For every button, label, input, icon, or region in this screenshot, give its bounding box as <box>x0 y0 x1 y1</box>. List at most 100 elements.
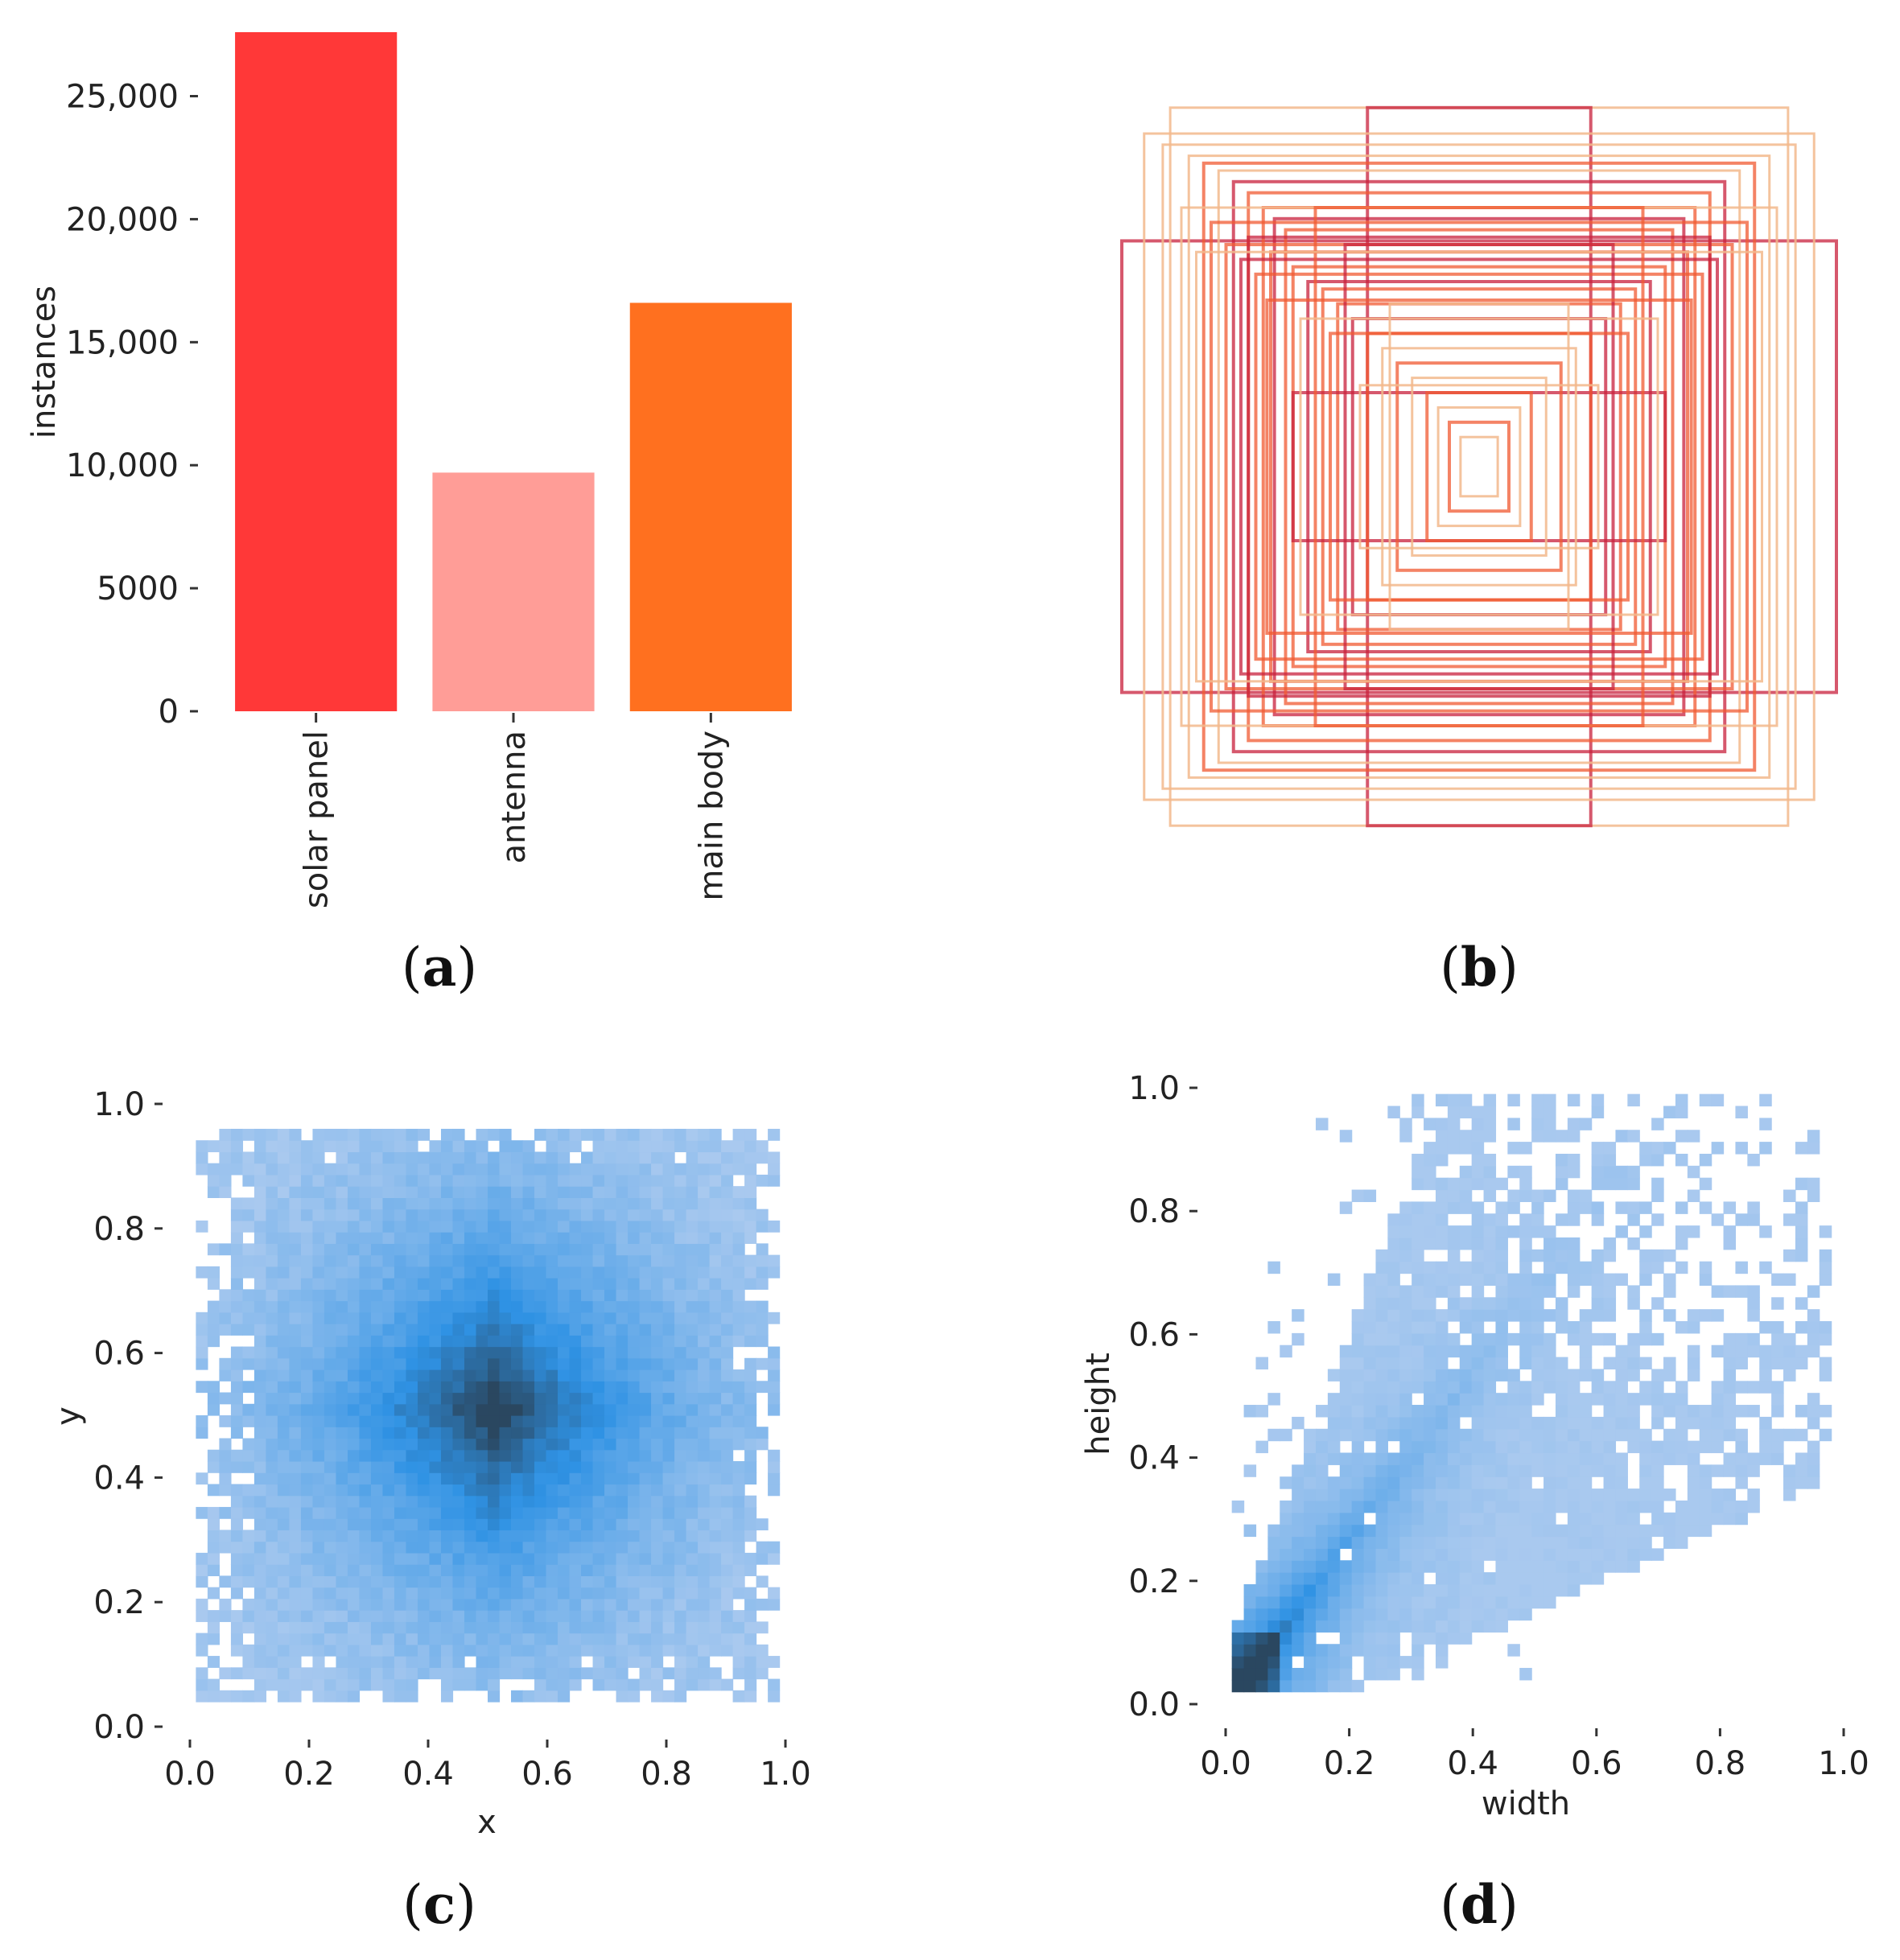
c-cell <box>534 1541 547 1554</box>
d-cell <box>1424 1405 1436 1418</box>
c-cell <box>628 1449 641 1462</box>
c-cell <box>744 1610 757 1622</box>
c-cell <box>370 1621 384 1634</box>
c-cell <box>394 1575 407 1588</box>
d-cell <box>1447 1285 1461 1298</box>
d-cell <box>1687 1489 1700 1501</box>
c-cell <box>370 1427 384 1439</box>
c-cell <box>359 1460 372 1473</box>
c-cell <box>476 1427 488 1439</box>
c-cell <box>639 1278 652 1290</box>
c-cell <box>616 1667 629 1680</box>
c-cell <box>546 1438 558 1451</box>
c-cell <box>359 1197 372 1210</box>
c-cell <box>370 1346 384 1359</box>
c-cell <box>628 1678 641 1691</box>
c-cell <box>616 1506 629 1519</box>
c-cell <box>312 1357 325 1370</box>
c-cell <box>569 1506 582 1519</box>
c-cell <box>394 1621 407 1634</box>
c-cell <box>511 1610 524 1622</box>
c-cell <box>253 1151 267 1164</box>
c-cell <box>522 1335 535 1348</box>
d-cell <box>1375 1572 1388 1585</box>
c-cell <box>499 1564 512 1576</box>
c-cell <box>242 1644 255 1657</box>
c-cell <box>639 1656 652 1668</box>
c-cell <box>230 1128 244 1141</box>
d-cell <box>1579 1536 1593 1549</box>
c-cell <box>394 1335 407 1348</box>
c-cell <box>452 1335 465 1348</box>
d-cell <box>1819 1261 1832 1274</box>
d-cell <box>1699 1261 1712 1274</box>
c-cell <box>721 1472 734 1485</box>
c-cell <box>324 1186 337 1199</box>
d-cell <box>1399 1213 1412 1226</box>
c-cell <box>592 1633 605 1645</box>
d-cell <box>1255 1608 1268 1621</box>
d-cell <box>1327 1583 1341 1597</box>
a-y-axis-label: instances <box>26 286 63 439</box>
c-cell <box>651 1163 664 1176</box>
d-cell <box>1327 1500 1341 1513</box>
c-cell <box>698 1610 711 1622</box>
c-cell <box>709 1311 722 1324</box>
c-cell <box>499 1311 512 1324</box>
d-cell <box>1351 1608 1365 1621</box>
d-cell <box>1519 1237 1532 1250</box>
d-cell <box>1747 1452 1760 1465</box>
c-cell <box>440 1472 454 1485</box>
c-cell <box>277 1472 291 1485</box>
d-cell <box>1615 1548 1628 1561</box>
c-cell <box>686 1357 699 1370</box>
panel-b-bounding-boxes <box>1120 105 1838 828</box>
c-cell <box>651 1667 664 1680</box>
d-cell <box>1387 1656 1400 1669</box>
c-cell <box>429 1403 442 1416</box>
d-cell <box>1351 1464 1365 1477</box>
c-cell <box>289 1506 302 1519</box>
d-cell <box>1387 1357 1400 1370</box>
c-cell <box>429 1266 442 1279</box>
d-cell <box>1424 1416 1436 1430</box>
d-cell <box>1351 1189 1365 1203</box>
d-cell <box>1412 1273 1424 1287</box>
c-cell <box>628 1174 641 1187</box>
c-cell <box>698 1495 711 1508</box>
c-cell <box>429 1232 442 1244</box>
c-cell <box>592 1541 605 1554</box>
d-cell <box>1339 1524 1353 1538</box>
c-cell <box>464 1541 477 1554</box>
d-cell <box>1483 1536 1497 1549</box>
d-cell <box>1519 1393 1532 1406</box>
c-cell <box>744 1232 757 1244</box>
c-cell <box>488 1667 501 1680</box>
d-x-tick-label: 0.0 <box>1200 1745 1251 1782</box>
d-cell <box>1771 1381 1784 1394</box>
c-cell <box>359 1151 372 1164</box>
d-cell <box>1447 1118 1461 1130</box>
d-cell <box>1819 1357 1832 1370</box>
c-cell <box>732 1289 745 1302</box>
c-cell <box>499 1530 512 1542</box>
c-cell <box>616 1403 629 1416</box>
c-cell <box>440 1335 454 1348</box>
c-cell <box>417 1209 431 1221</box>
c-heatmap-cells <box>196 1128 781 1703</box>
c-cell <box>417 1656 431 1668</box>
c-cell <box>651 1311 664 1324</box>
c-cell <box>639 1232 652 1244</box>
d-cell <box>1447 1130 1461 1143</box>
d-cell <box>1507 1093 1520 1107</box>
d-cell <box>1351 1393 1365 1406</box>
c-cell <box>744 1415 757 1427</box>
c-cell <box>253 1392 267 1405</box>
c-x-tick-label: 1.0 <box>760 1756 811 1793</box>
d-cell <box>1591 1560 1605 1573</box>
c-cell <box>440 1220 454 1233</box>
c-cell <box>253 1530 267 1542</box>
c-cell <box>522 1449 535 1462</box>
c-cell <box>569 1552 582 1565</box>
c-cell <box>628 1128 641 1141</box>
